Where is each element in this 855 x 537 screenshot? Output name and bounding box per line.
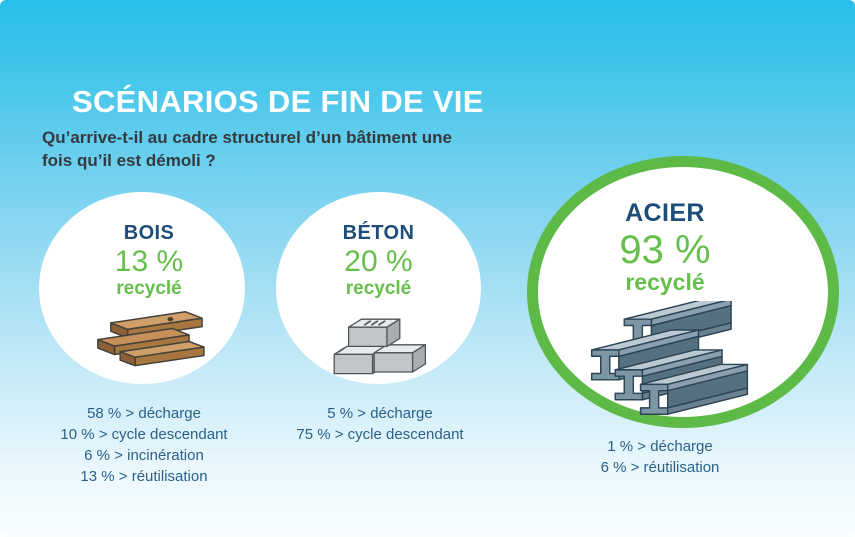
outcome-list-bois: 58 % > décharge 10 % > cycle descendant … — [24, 403, 264, 487]
outcome-line: 5 % > décharge — [327, 405, 433, 422]
material-name-bois: BOIS — [123, 222, 175, 244]
outcome-line: 6 % > réutilisation — [600, 459, 720, 476]
recycled-percent-acier: 93 % — [619, 228, 711, 272]
outcome-list-beton: 5 % > décharge 75 % > cycle descendant — [260, 403, 500, 445]
outcome-line: 58 % > décharge — [87, 405, 201, 422]
steel-beams-icon — [590, 301, 749, 415]
subtitle: Qu’arrive-t-il au cadre structurel d’un … — [42, 126, 452, 172]
recycled-label-bois: recyclé — [116, 278, 182, 299]
outcome-line: 1 % > décharge — [607, 438, 713, 455]
recycled-percent-beton: 20 % — [344, 245, 413, 278]
recycled-percent-bois: 13 % — [114, 245, 184, 278]
material-name-beton: BÉTON — [342, 222, 415, 244]
recycled-label-acier: recyclé — [625, 269, 705, 295]
outcome-line: 6 % > incinération — [84, 447, 204, 464]
wood-planks-icon — [97, 310, 205, 367]
concrete-blocks-icon — [333, 318, 426, 375]
subtitle-line-1: Qu’arrive-t-il au cadre structurel d’un … — [42, 128, 452, 147]
page-title: SCÉNARIOS DE FIN DE VIE — [72, 84, 484, 119]
subtitle-line-2: fois qu’il est démoli ? — [42, 151, 216, 170]
outcome-line: 13 % > réutilisation — [80, 468, 208, 485]
material-circle-acier: ACIER 93 % recyclé — [527, 156, 839, 428]
recycled-label-beton: recyclé — [345, 278, 412, 299]
material-circle-beton: BÉTON 20 % recyclé — [276, 192, 481, 384]
outcome-list-acier: 1 % > décharge 6 % > réutilisation — [540, 436, 780, 478]
material-circle-bois: BOIS 13 % recyclé — [39, 192, 245, 384]
outcome-line: 75 % > cycle descendant — [296, 426, 464, 443]
outcome-line: 10 % > cycle descendant — [60, 426, 228, 443]
material-name-acier: ACIER — [625, 199, 705, 227]
